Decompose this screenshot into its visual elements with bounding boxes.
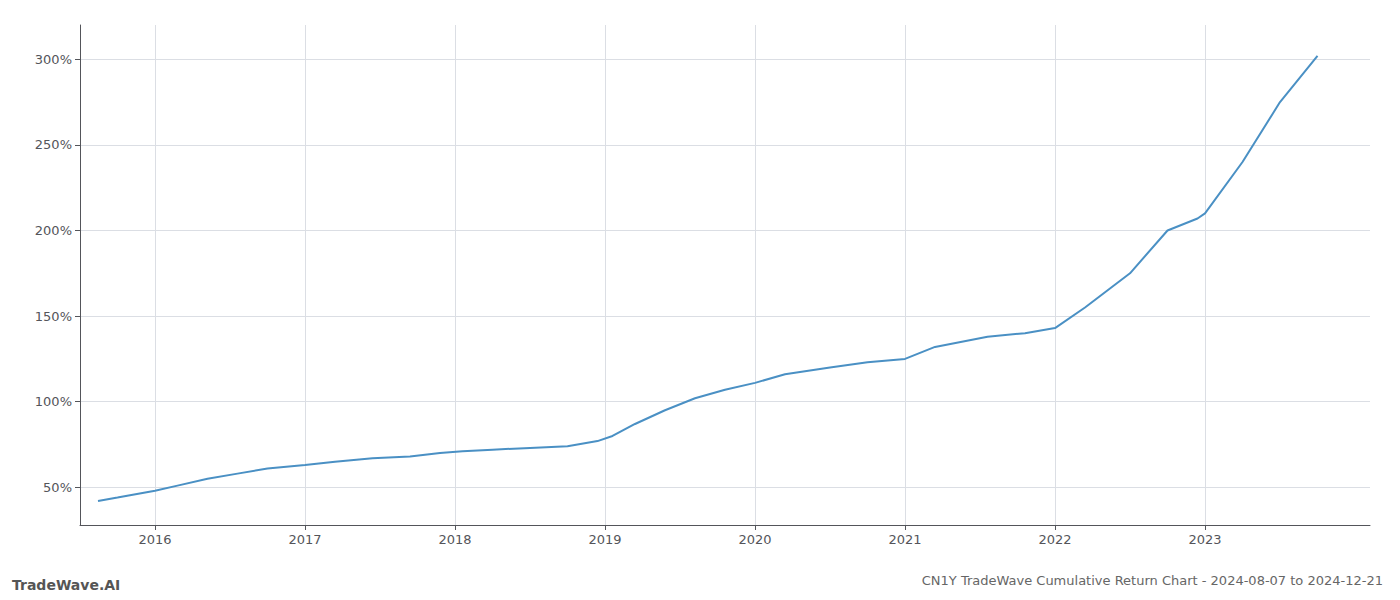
svg-text:TradeWave.AI: TradeWave.AI xyxy=(12,577,120,593)
svg-text:2016: 2016 xyxy=(138,532,171,547)
svg-text:100%: 100% xyxy=(35,394,72,409)
svg-text:2023: 2023 xyxy=(1188,532,1221,547)
svg-text:CN1Y TradeWave Cumulative Retu: CN1Y TradeWave Cumulative Return Chart -… xyxy=(922,573,1383,588)
svg-text:150%: 150% xyxy=(35,309,72,324)
svg-text:300%: 300% xyxy=(35,52,72,67)
svg-text:2020: 2020 xyxy=(738,532,771,547)
svg-text:2019: 2019 xyxy=(588,532,621,547)
svg-text:2022: 2022 xyxy=(1038,532,1071,547)
svg-text:2021: 2021 xyxy=(888,532,921,547)
svg-text:2017: 2017 xyxy=(288,532,321,547)
svg-text:250%: 250% xyxy=(35,137,72,152)
svg-text:2018: 2018 xyxy=(438,532,471,547)
svg-text:200%: 200% xyxy=(35,223,72,238)
svg-text:50%: 50% xyxy=(43,480,72,495)
